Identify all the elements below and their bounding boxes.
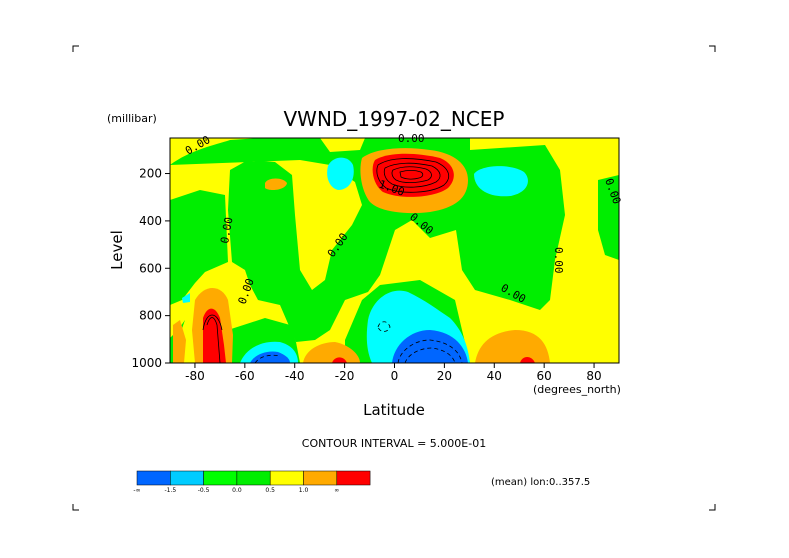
colorbar-label: -0.5 bbox=[198, 487, 210, 494]
colorbar-label: -∞ bbox=[133, 487, 140, 494]
colorbar-swatch bbox=[136, 470, 171, 486]
colorbar-swatch bbox=[336, 470, 371, 486]
y-axis-label: Level bbox=[108, 230, 126, 270]
x-tick-label: -80 bbox=[185, 369, 205, 383]
x-tick-label: 0 bbox=[391, 369, 399, 383]
colorbar-swatch bbox=[236, 470, 271, 486]
colorbar-label: -1.5 bbox=[164, 487, 176, 494]
x-tick-label: -20 bbox=[335, 369, 355, 383]
x-tick-label: 20 bbox=[437, 369, 452, 383]
y-tick-label: 200 bbox=[139, 167, 162, 181]
field-fill: 0.00 0.00 0.00 0.00 0.00 0.00 0.00 0.00 … bbox=[169, 132, 623, 364]
colorbar-swatch bbox=[303, 470, 338, 486]
x-axis-label: Latitude bbox=[363, 401, 425, 419]
blue-region bbox=[250, 351, 290, 363]
x-tick-label: 60 bbox=[537, 369, 552, 383]
orange-region bbox=[475, 330, 550, 363]
footnote-text: (mean) lon:0..357.5 bbox=[491, 477, 590, 488]
colorbar-label: ∞ bbox=[334, 487, 339, 494]
colorbar-label: 0.0 bbox=[232, 487, 242, 494]
y-units: (millibar) bbox=[107, 112, 157, 125]
chart-title: VWND_1997-02_NCEP bbox=[283, 107, 504, 131]
corner-marks bbox=[72, 45, 716, 511]
x-tick-label: 40 bbox=[487, 369, 502, 383]
contour-interval-text: CONTOUR INTERVAL = 5.000E-01 bbox=[302, 437, 486, 450]
colorbar-swatch bbox=[269, 470, 304, 486]
orange-region bbox=[173, 320, 186, 363]
cyan-region bbox=[327, 157, 354, 190]
colorbar: -∞ -1.5 -0.5 0.0 0.5 1.0 ∞ bbox=[133, 470, 371, 494]
y-tick-label: 1000 bbox=[131, 356, 162, 370]
x-units: (degrees_north) bbox=[533, 383, 621, 396]
x-ticks: -80 -60 -40 -20 0 20 40 60 80 bbox=[185, 363, 602, 383]
orange-region bbox=[265, 178, 287, 191]
x-tick-label: -60 bbox=[235, 369, 255, 383]
orange-region bbox=[303, 342, 360, 363]
y-tick-label: 600 bbox=[139, 261, 162, 275]
colorbar-label: 0.5 bbox=[265, 487, 275, 494]
green-region bbox=[170, 190, 228, 305]
cyan-region bbox=[474, 166, 528, 197]
red-region bbox=[520, 357, 535, 363]
red-region bbox=[203, 308, 226, 363]
y-tick-label: 400 bbox=[139, 214, 162, 228]
colorbar-swatch bbox=[203, 470, 238, 486]
y-ticks: 200 400 600 800 1000 bbox=[131, 167, 170, 370]
contour-lines bbox=[202, 158, 463, 364]
y-tick-label: 800 bbox=[139, 309, 162, 323]
x-tick-label: 80 bbox=[586, 369, 601, 383]
colorbar-swatch bbox=[170, 470, 204, 486]
svg-text:0.00: 0.00 bbox=[552, 247, 565, 274]
green-region bbox=[598, 175, 619, 260]
x-tick-label: -40 bbox=[285, 369, 305, 383]
cyan-region bbox=[182, 293, 190, 303]
red-region bbox=[332, 357, 347, 363]
svg-text:0.00: 0.00 bbox=[218, 216, 235, 244]
colorbar-label: 1.0 bbox=[299, 487, 309, 494]
